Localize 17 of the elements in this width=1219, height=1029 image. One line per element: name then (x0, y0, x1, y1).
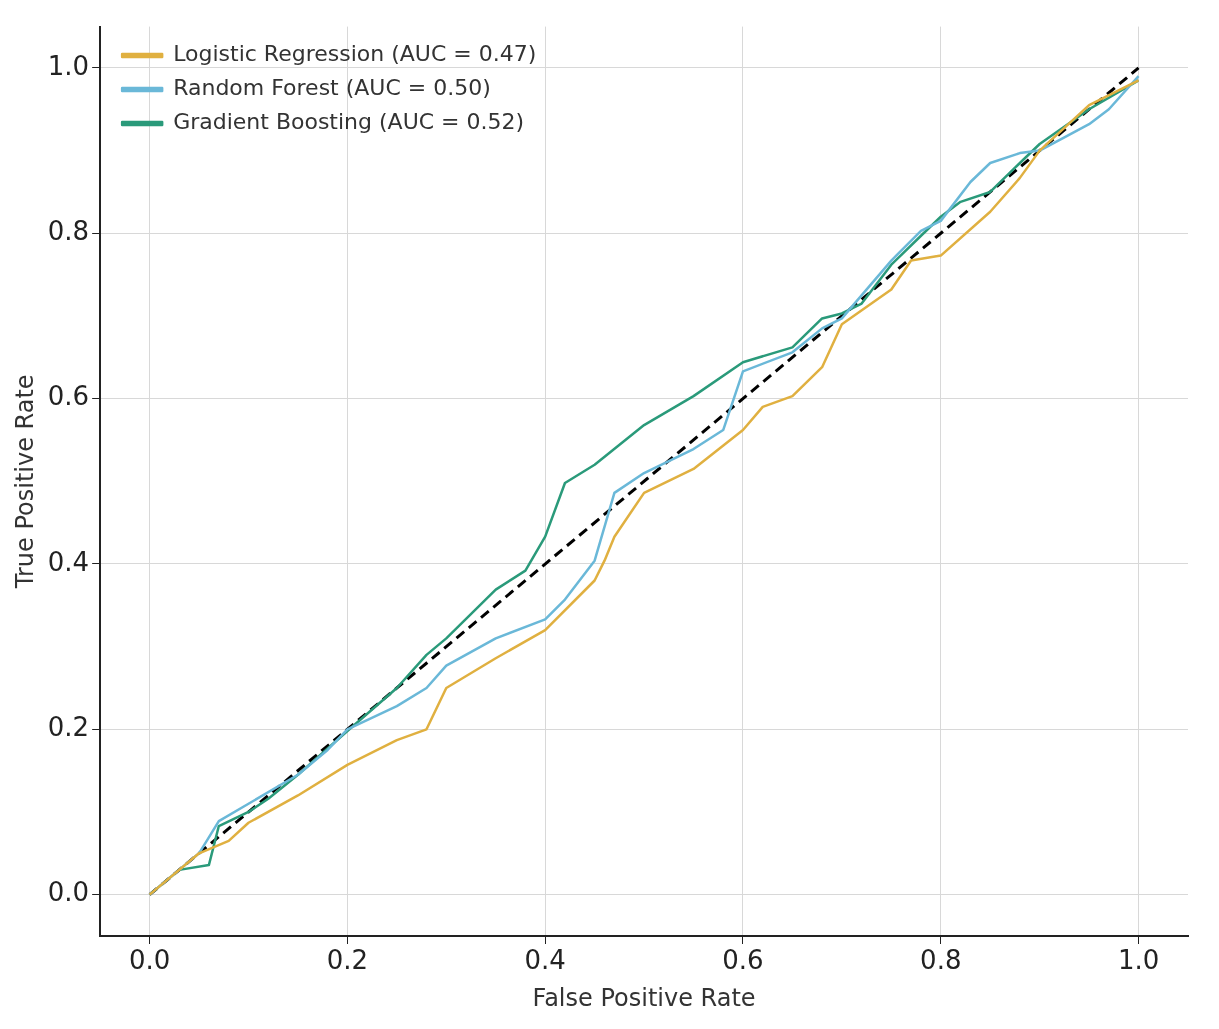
y-axis-title: True Positive Rate (10, 374, 39, 590)
legend-label: Gradient Boosting (AUC = 0.52) (173, 109, 525, 135)
x-tick-label: 0.8 (920, 945, 962, 976)
legend-label: Logistic Regression (AUC = 0.47) (173, 41, 537, 67)
x-axis-title: False Positive Rate (532, 983, 756, 1012)
y-tick-label: 0.2 (47, 712, 90, 743)
y-tick-label: 0.0 (47, 877, 90, 908)
x-tick-label: 0.2 (326, 945, 369, 976)
legend-label: Random Forest (AUC = 0.50) (173, 75, 491, 101)
x-tick-label: 1.0 (1117, 945, 1160, 976)
x-tick-label: 0.0 (128, 945, 171, 976)
y-tick-label: 1.0 (47, 50, 90, 81)
y-tick-label: 0.6 (47, 381, 90, 412)
x-tick-label: 0.4 (524, 945, 566, 976)
y-tick-label: 0.4 (47, 546, 90, 577)
y-tick-label: 0.8 (47, 216, 90, 247)
x-tick-label: 0.6 (722, 945, 764, 976)
